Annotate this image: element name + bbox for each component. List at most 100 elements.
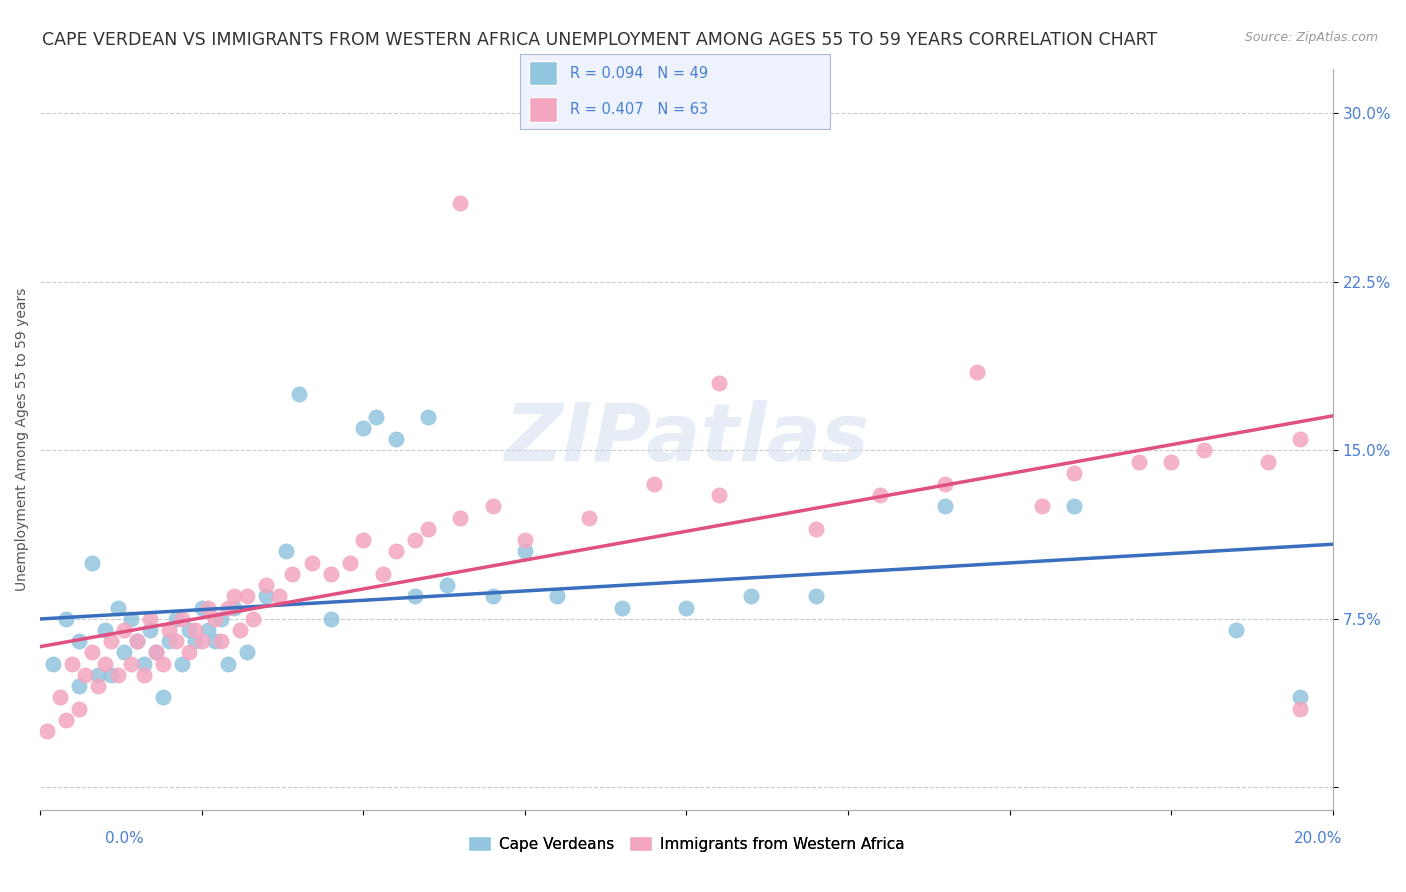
Point xyxy=(339,556,361,570)
Point xyxy=(75,668,97,682)
Point xyxy=(55,612,77,626)
Point xyxy=(546,590,568,604)
Point xyxy=(242,612,264,626)
Text: ZIPatlas: ZIPatlas xyxy=(503,401,869,478)
Point xyxy=(436,578,458,592)
Point xyxy=(107,600,129,615)
FancyBboxPatch shape xyxy=(530,62,557,86)
Point xyxy=(145,645,167,659)
Point xyxy=(1063,466,1085,480)
Point xyxy=(172,657,194,671)
Point xyxy=(209,634,232,648)
Point xyxy=(197,623,219,637)
Point xyxy=(112,645,135,659)
Point xyxy=(197,600,219,615)
Point xyxy=(177,623,200,637)
Point xyxy=(371,566,394,581)
Point xyxy=(190,634,212,648)
Point xyxy=(287,387,309,401)
Point xyxy=(352,533,374,548)
Point xyxy=(42,657,65,671)
Point xyxy=(675,600,697,615)
Text: CAPE VERDEAN VS IMMIGRANTS FROM WESTERN AFRICA UNEMPLOYMENT AMONG AGES 55 TO 59 : CAPE VERDEAN VS IMMIGRANTS FROM WESTERN … xyxy=(42,31,1157,49)
Point xyxy=(1257,454,1279,468)
Point xyxy=(869,488,891,502)
Point xyxy=(513,544,536,558)
Point xyxy=(139,612,162,626)
Point xyxy=(1128,454,1150,468)
Point xyxy=(254,590,277,604)
Point xyxy=(209,612,232,626)
Point xyxy=(416,522,439,536)
Point xyxy=(87,668,110,682)
Point xyxy=(804,590,827,604)
Y-axis label: Unemployment Among Ages 55 to 59 years: Unemployment Among Ages 55 to 59 years xyxy=(15,287,30,591)
Text: 0.0%: 0.0% xyxy=(105,831,145,846)
Point xyxy=(80,556,103,570)
Point xyxy=(165,634,187,648)
Point xyxy=(112,623,135,637)
Point xyxy=(55,713,77,727)
Point xyxy=(236,645,259,659)
Point xyxy=(740,590,762,604)
Point xyxy=(184,634,207,648)
Point xyxy=(274,544,297,558)
Text: Source: ZipAtlas.com: Source: ZipAtlas.com xyxy=(1244,31,1378,45)
Point xyxy=(1160,454,1182,468)
Point xyxy=(269,590,291,604)
Point xyxy=(481,500,503,514)
Point xyxy=(578,510,600,524)
Point xyxy=(1225,623,1247,637)
Point xyxy=(319,566,342,581)
Point xyxy=(35,724,58,739)
Point xyxy=(107,668,129,682)
Text: R = 0.407   N = 63: R = 0.407 N = 63 xyxy=(569,102,707,117)
Point xyxy=(62,657,84,671)
Point xyxy=(254,578,277,592)
Point xyxy=(132,668,155,682)
Point xyxy=(301,556,323,570)
Point xyxy=(404,590,426,604)
Point xyxy=(204,634,226,648)
Point xyxy=(404,533,426,548)
FancyBboxPatch shape xyxy=(530,97,557,122)
Point xyxy=(352,421,374,435)
Point xyxy=(139,623,162,637)
Point xyxy=(281,566,304,581)
Point xyxy=(222,600,245,615)
Point xyxy=(1192,443,1215,458)
Point xyxy=(319,612,342,626)
Point xyxy=(125,634,148,648)
Point xyxy=(449,196,471,211)
Point xyxy=(80,645,103,659)
Point xyxy=(100,634,122,648)
Point xyxy=(93,657,115,671)
Point xyxy=(165,612,187,626)
Text: 20.0%: 20.0% xyxy=(1295,831,1343,846)
Point xyxy=(100,668,122,682)
Point xyxy=(120,657,142,671)
Point xyxy=(184,623,207,637)
Point xyxy=(152,657,174,671)
Point xyxy=(177,645,200,659)
Point xyxy=(172,612,194,626)
Point xyxy=(1063,500,1085,514)
Point xyxy=(67,679,90,693)
Point xyxy=(217,657,239,671)
Point xyxy=(48,690,70,705)
Point xyxy=(366,409,388,424)
Point xyxy=(125,634,148,648)
Point xyxy=(934,477,956,491)
Point xyxy=(966,365,988,379)
Point xyxy=(513,533,536,548)
Point xyxy=(1289,690,1312,705)
Point xyxy=(481,590,503,604)
Point xyxy=(145,645,167,659)
Point xyxy=(236,590,259,604)
Point xyxy=(610,600,633,615)
Point xyxy=(157,623,180,637)
Point xyxy=(1289,432,1312,446)
Point xyxy=(449,510,471,524)
Point xyxy=(229,623,252,637)
Point xyxy=(384,432,406,446)
